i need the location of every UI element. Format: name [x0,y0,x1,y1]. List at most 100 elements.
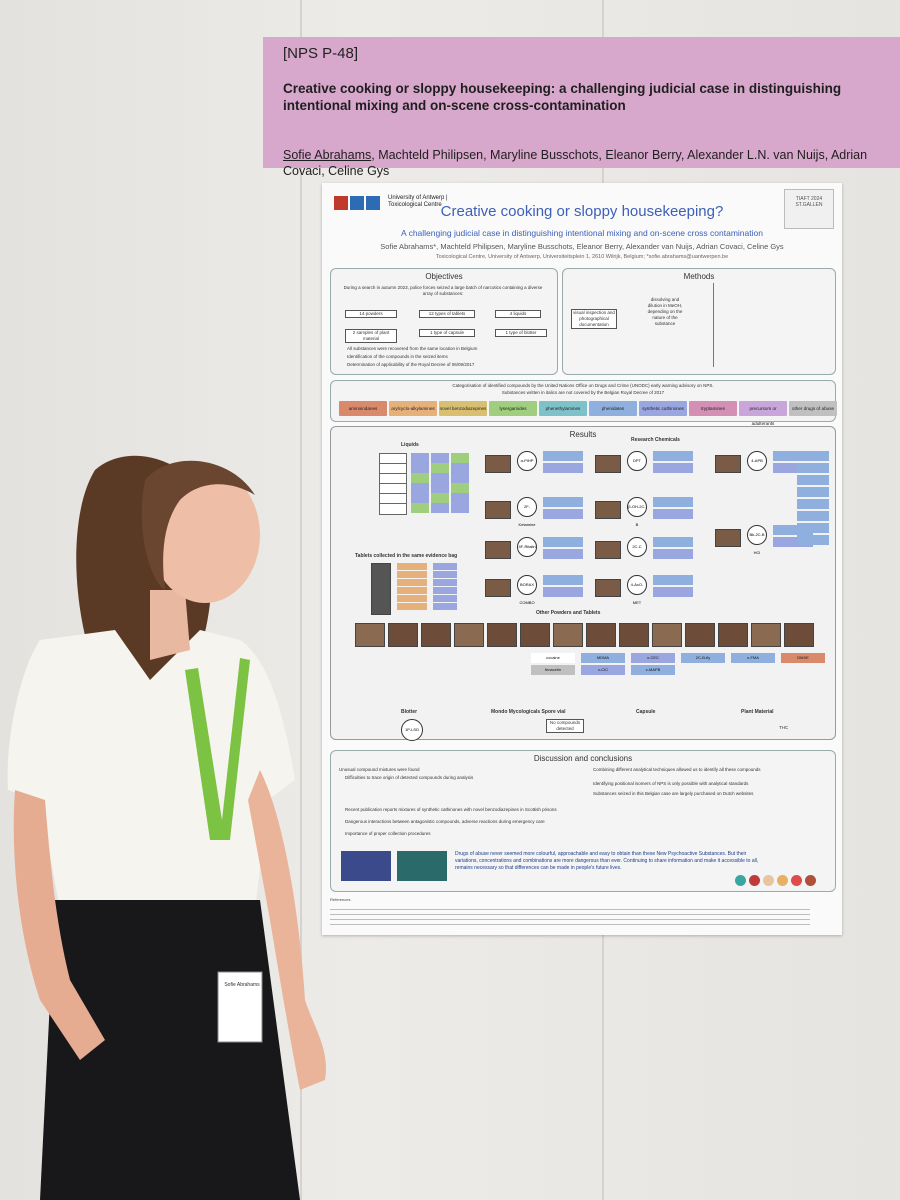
rc-cell [653,549,693,559]
rc-circle: β-OH-2C-B [627,497,647,527]
plant-heading: Plant Material [741,709,774,715]
rc-cell [653,575,693,585]
research-chemicals-heading: Research Chemicals [631,437,680,443]
rc-photo [485,455,511,473]
powder-photo [751,623,781,647]
method-step: dissolving and dilution in MeOH, dependi… [647,297,683,326]
rc-cell [653,497,693,507]
conclusion-point: Identifying positional isomers of NPS is… [593,781,749,786]
tablet-result-cell [433,587,457,594]
powder-label: 2C-B-fly [681,653,725,663]
rc-photo [595,501,621,519]
powder-label: x-FMA [731,653,775,663]
powder-label: cocaine [531,653,575,663]
objective-bullet: Identification of the compounds in the s… [347,354,448,359]
rc-photo [485,501,511,519]
liquid-result-cell [451,463,469,473]
powder-photo [784,623,814,647]
liquid-result-cell [431,473,449,483]
rc-cell [653,537,693,547]
rc-cell [797,499,829,509]
header-title: Creative cooking or sloppy housekeeping:… [283,81,842,113]
name-badge-text: Sofie Abrahams [224,982,260,988]
rc-cell [543,587,583,597]
first-author: Sofie Abrahams [283,148,372,162]
tablet-result-cell [433,603,457,610]
tablets-heading: Tablets collected in the same evidence b… [355,553,458,559]
powder-photo [520,623,550,647]
poster-header-sign: [NPS P-48] Creative cooking or sloppy ho… [263,37,900,178]
rc-cell [653,451,693,461]
blotter-circle: 1P-LSD [401,719,423,741]
liquid-result-cell [451,453,469,463]
tablet-result-cell [397,587,427,594]
objective-item: 1 type of blotter [495,329,547,337]
rc-cell [543,463,583,473]
category-chip: other drugs of abuse [789,401,837,416]
rc-cell [773,451,813,461]
objectives-box: Objectives During a search in autumn 202… [330,268,558,375]
colored-tablet [805,875,816,886]
objective-bullet: Determination of applicability of the Ro… [347,362,475,367]
powder-label: fenacetin [531,665,575,675]
presenter-person [7,455,326,1200]
objective-item: 12 types of tablets [419,310,475,318]
powder-photo [652,623,682,647]
wall-seam [300,0,302,1200]
powder-photo [421,623,451,647]
powder-photo [487,623,517,647]
categories-box: Categorisation of identified compounds b… [330,380,837,426]
news-thumbnail [397,851,447,881]
liquid-result-cell [411,493,429,503]
rc-circle: Bk-2C-B HCl [747,525,767,555]
powder-photo [553,623,583,647]
rc-cell [773,463,813,473]
rc-cell [797,475,829,485]
rc-cell [773,537,813,547]
results-box: Results Liquids Research Chemicals Table… [330,426,836,741]
tablet-result-cell [397,579,427,586]
powder-label: x-CIC [581,665,625,675]
discussion-box: Discussion and conclusions Unusual compo… [330,750,836,892]
liquid-row-label [379,503,407,515]
liquid-result-cell [431,483,449,493]
powder-photo [454,623,484,647]
rc-photo [715,455,741,473]
objective-bullet: All substances were recovered from the s… [347,346,478,351]
rc-photo [595,455,621,473]
category-chip: novel benzodiazepines [439,401,487,416]
rc-cell [797,487,829,497]
tablet-result-cell [433,571,457,578]
tablet-result-cell [397,571,427,578]
liquid-result-cell [411,453,429,463]
rc-circle: α-PiHP [517,451,537,471]
discussion-point: Difficulties to trace origin of detected… [345,775,474,780]
methods-heading: Methods [683,272,715,281]
liquid-result-cell [431,463,449,473]
discussion-point: Importance of proper collection procedur… [345,831,431,836]
rc-cell [797,535,829,545]
liquids-heading: Liquids [401,442,419,448]
objective-item: 14 powders [345,310,397,318]
university-logo [334,196,380,210]
category-chip: precursors or adulterants [739,401,787,426]
rc-cell [797,511,829,521]
category-chip: synthetic cathinones [639,401,687,416]
liquid-result-cell [411,473,429,483]
header-authors: Sofie Abrahams, Machteld Philipsen, Mary… [283,147,893,179]
rc-circle: 2C-C [627,537,647,557]
rc-cell [653,463,693,473]
colored-tablet [749,875,760,886]
powder-photo [355,623,385,647]
university-name: University of Antwerp | Toxicological Ce… [388,195,448,208]
rc-cell [797,463,829,473]
categories-line2: Substances written in italics are not co… [501,390,665,395]
references-lines [330,905,810,929]
closing-statement: Drugs of abuse never seemed more colourf… [455,851,759,871]
conclusion-point: Combining different analytical technique… [593,767,761,772]
liquid-result-cell [431,453,449,463]
conclusion-point: Substances seized in this Belgian case a… [593,791,754,796]
colored-tablet [763,875,774,886]
rc-cell [797,523,829,533]
capsule-heading: Capsule [636,709,656,715]
